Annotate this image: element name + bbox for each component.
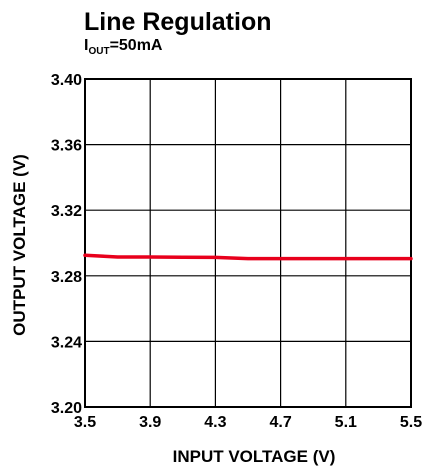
subtitle-suffix: =50mA xyxy=(110,37,163,54)
x-tick-label: 3.9 xyxy=(139,414,161,431)
y-axis-ticks: 3.20 3.24 3.28 3.32 3.36 3.40 xyxy=(51,72,82,417)
x-tick-label: 4.3 xyxy=(204,414,226,431)
y-tick-label: 3.24 xyxy=(51,334,82,351)
x-tick-label: 3.5 xyxy=(74,414,96,431)
subtitle-prefix: I xyxy=(84,37,88,54)
y-tick-label: 3.40 xyxy=(51,72,82,89)
grid-lines xyxy=(84,78,412,408)
x-axis-label: INPUT VOLTAGE (V) xyxy=(173,447,336,466)
x-tick-label: 5.1 xyxy=(335,414,357,431)
y-tick-label: 3.20 xyxy=(51,400,82,417)
x-tick-label: 4.7 xyxy=(269,414,291,431)
plot-frame xyxy=(84,78,412,408)
x-axis-ticks: 3.5 3.9 4.3 4.7 5.1 5.5 xyxy=(74,414,422,431)
y-tick-label: 3.32 xyxy=(51,203,82,220)
chart-title: Line Regulation xyxy=(84,8,272,36)
y-tick-label: 3.36 xyxy=(51,138,82,155)
y-axis-label: OUTPUT VOLTAGE (V) xyxy=(10,154,29,336)
series-line xyxy=(83,253,413,261)
series-layer xyxy=(83,253,413,261)
x-tick-label: 5.5 xyxy=(400,414,422,431)
subtitle-subscript: OUT xyxy=(88,46,109,57)
chart-subtitle: IOUT=50mA xyxy=(84,37,163,57)
y-tick-label: 3.28 xyxy=(51,269,82,286)
